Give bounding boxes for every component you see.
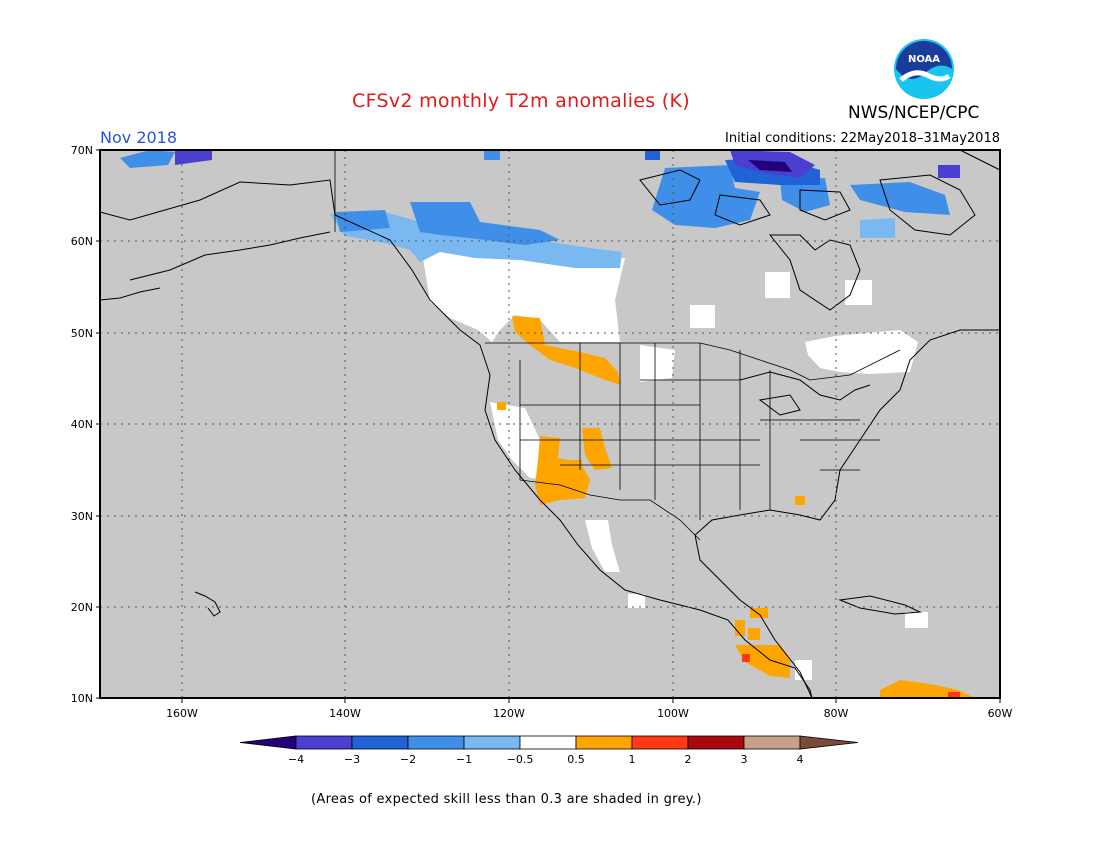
colorbar-bin bbox=[631, 735, 689, 750]
colorbar-bin bbox=[575, 735, 633, 750]
lon-ticks bbox=[181, 698, 1001, 703]
strong-cold-anomaly-arctic bbox=[175, 150, 960, 178]
hawaii bbox=[194, 591, 221, 617]
greenland-edge bbox=[959, 149, 1001, 171]
lat-label-60n: 60N bbox=[71, 235, 93, 248]
near-normal-region-baja bbox=[585, 520, 620, 572]
warm-anomaly-nevada-dot bbox=[497, 402, 506, 410]
warm-anomaly-utah bbox=[566, 460, 582, 472]
lon-label-100w: 100W bbox=[657, 707, 689, 720]
colorbar: −4 −3 −2 −1 −0.5 0.5 1 2 3 4 bbox=[239, 735, 859, 766]
lat-ticks bbox=[96, 149, 100, 699]
lat-label-10n: 10N bbox=[71, 692, 93, 705]
logo-text: NOAA bbox=[908, 54, 940, 65]
near-normal-region-bc-coast bbox=[690, 305, 715, 328]
cold-anomaly-baffin bbox=[780, 178, 950, 215]
political-boundaries bbox=[334, 150, 901, 541]
anomaly-shading bbox=[120, 150, 975, 698]
colorbar-bin bbox=[687, 735, 745, 750]
warm-anomaly-montana bbox=[512, 316, 620, 385]
lon-label-140w: 140W bbox=[329, 707, 361, 720]
lat-label-40n: 40N bbox=[71, 418, 93, 431]
hudson-bay bbox=[768, 234, 861, 311]
gulf-coastline bbox=[694, 329, 1000, 699]
colorbar-label: −3 bbox=[344, 753, 360, 766]
cold-anomaly-canadian-arctic bbox=[652, 165, 760, 228]
colorbar-bin bbox=[463, 735, 521, 750]
north-america-coastline bbox=[99, 179, 813, 699]
colorbar-label: 1 bbox=[629, 753, 636, 766]
us-mexico-border bbox=[519, 479, 701, 541]
skill-footnote: (Areas of expected skill less than 0.3 a… bbox=[311, 792, 702, 807]
lat-label-70n: 70N bbox=[71, 144, 93, 157]
cold-anomaly-baffin-light bbox=[860, 218, 895, 238]
near-normal-region-hudson bbox=[765, 272, 872, 305]
cold-anomaly-yukon bbox=[330, 212, 622, 268]
colorbar-bin bbox=[519, 735, 577, 750]
arctic-islands bbox=[639, 169, 976, 236]
warm-anomaly-southwest bbox=[535, 436, 590, 505]
colorbar-label: 0.5 bbox=[567, 753, 585, 766]
colorbar-bin bbox=[295, 735, 353, 750]
colorbar-label: 4 bbox=[797, 753, 804, 766]
near-normal-region-ontario bbox=[805, 330, 918, 374]
lon-label-80w: 80W bbox=[824, 707, 849, 720]
colorbar-label: 3 bbox=[741, 753, 748, 766]
lat-label-30n: 30N bbox=[71, 510, 93, 523]
alaska-peninsula bbox=[129, 231, 331, 281]
colorbar-arrow-left bbox=[239, 735, 297, 750]
warm-anomaly-colorado bbox=[582, 428, 612, 470]
colorbar-arrow-right bbox=[799, 735, 859, 750]
colorbar-label: −0.5 bbox=[507, 753, 534, 766]
lat-label-20n: 20N bbox=[71, 601, 93, 614]
us-canada-border bbox=[485, 342, 901, 381]
cuba bbox=[838, 595, 922, 615]
initial-conditions: Initial conditions: 22May2018–31May2018 bbox=[725, 131, 1000, 146]
colorbar-bin bbox=[407, 735, 465, 750]
colorbar-label: −1 bbox=[456, 753, 472, 766]
colorbar-bin bbox=[351, 735, 409, 750]
lon-label-120w: 120W bbox=[493, 707, 525, 720]
colorbar-bin bbox=[743, 735, 801, 750]
noaa-logo: NOAA bbox=[894, 39, 954, 99]
agency-label: NWS/NCEP/CPC bbox=[848, 103, 980, 123]
us-state-lines bbox=[519, 343, 880, 520]
near-normal-region-mexico-south bbox=[628, 594, 645, 608]
graticule bbox=[100, 150, 1000, 698]
lat-label-50n: 50N bbox=[71, 327, 93, 340]
lon-label-160w: 160W bbox=[166, 707, 198, 720]
land-outlines bbox=[99, 149, 1001, 699]
strong-cold-anomaly-arctic-core bbox=[748, 160, 792, 172]
colorbar-label: −4 bbox=[288, 753, 304, 766]
cold-anomaly-nwt bbox=[335, 202, 560, 245]
near-normal-region-montana bbox=[640, 345, 675, 382]
warm-anomaly-georgia bbox=[795, 496, 805, 505]
cold-anomaly-alaska-north bbox=[120, 150, 500, 168]
forecast-month: Nov 2018 bbox=[100, 128, 178, 147]
lon-label-60w: 60W bbox=[988, 707, 1013, 720]
colorbar-label: 2 bbox=[685, 753, 692, 766]
near-normal-region-caribbean bbox=[795, 612, 928, 680]
aleutian-islands bbox=[99, 287, 161, 301]
map-title: CFSv2 monthly T2m anomalies (K) bbox=[352, 90, 690, 112]
colorbar-label: −2 bbox=[400, 753, 416, 766]
